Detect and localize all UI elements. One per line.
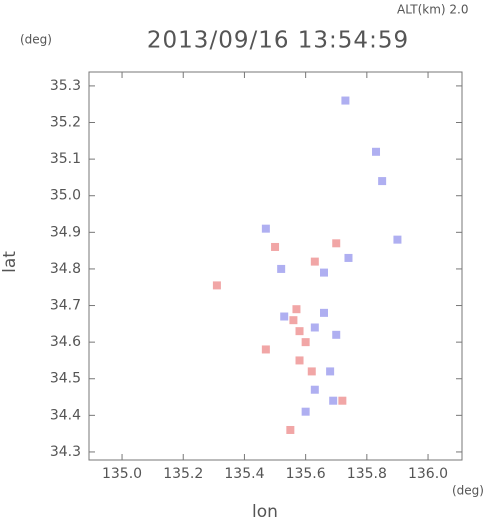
echo-cell	[329, 396, 338, 405]
echo-cell	[378, 177, 387, 186]
echo-cell	[295, 356, 304, 365]
x-tick-label: 135.0	[102, 466, 142, 482]
echo-cell	[372, 147, 381, 156]
echo-cell	[277, 264, 286, 273]
echo-cell	[271, 242, 280, 251]
y-axis-label: lat	[0, 251, 20, 273]
echo-cell	[332, 239, 341, 248]
echo-cell	[310, 323, 319, 332]
x-tick-label: 135.2	[163, 466, 203, 482]
x-tick-label: 135.6	[286, 466, 326, 482]
x-axis-label: lon	[252, 502, 278, 521]
y-unit: (deg)	[20, 33, 52, 47]
y-tick-label: 34.6	[50, 334, 81, 350]
echo-cell	[295, 327, 304, 336]
chart-title: 2013/09/16 13:54:59	[147, 28, 409, 54]
echo-cell	[326, 367, 335, 376]
echo-cell	[393, 235, 402, 244]
echo-cell	[307, 367, 316, 376]
x-unit: (deg)	[452, 484, 484, 498]
y-tick-label: 34.7	[50, 298, 81, 314]
echo-cell	[280, 312, 289, 321]
echo-cell	[344, 253, 353, 262]
echo-cell	[212, 281, 221, 290]
y-tick-label: 35.3	[50, 78, 81, 94]
echo-cell	[338, 396, 347, 405]
y-tick-label: 34.9	[50, 224, 81, 240]
echo-cell	[341, 96, 350, 105]
echo-cell	[301, 407, 310, 416]
echo-cell	[289, 316, 298, 325]
plot-frame	[88, 71, 463, 461]
echo-cell	[319, 308, 328, 317]
y-tick-label: 35.0	[50, 188, 81, 204]
y-tick-label: 35.1	[50, 151, 81, 167]
echo-cell	[261, 224, 270, 233]
x-tick-label: 135.4	[224, 466, 264, 482]
echo-cell	[319, 268, 328, 277]
y-tick-label: 34.3	[50, 444, 81, 460]
echo-cell	[261, 345, 270, 354]
y-tick-label: 35.2	[50, 115, 81, 131]
echo-cell	[292, 305, 301, 314]
subtitle: ALT(km) 2.0	[397, 3, 468, 17]
echo-cell	[310, 257, 319, 266]
echo-cell	[332, 330, 341, 339]
echo-cell	[310, 385, 319, 394]
x-tick-label: 136.0	[408, 466, 448, 482]
y-tick-label: 34.4	[50, 407, 81, 423]
y-tick-label: 34.5	[50, 371, 81, 387]
echo-cell	[301, 338, 310, 347]
y-tick-label: 34.8	[50, 261, 81, 277]
echo-cell	[286, 425, 295, 434]
x-tick-label: 135.8	[347, 466, 387, 482]
